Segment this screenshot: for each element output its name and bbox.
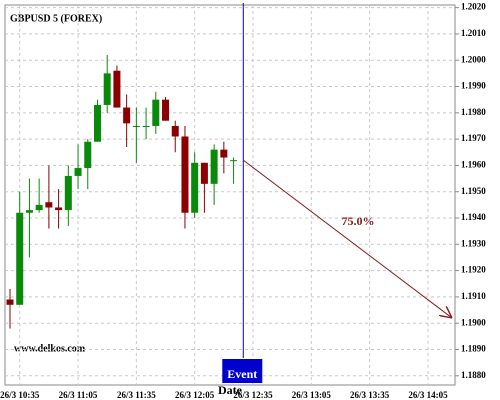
forecast-arrow: [242, 159, 452, 318]
y-tick-label: 1.1890: [461, 344, 486, 354]
candle-body: [152, 99, 160, 126]
y-tick-label: 1.2010: [461, 28, 486, 38]
x-tick-label: 26/3 12:05: [175, 390, 215, 400]
y-tick-label: 1.2020: [461, 2, 486, 12]
event-box: [222, 359, 263, 383]
x-tick-label: 26/3 13:05: [292, 390, 332, 400]
candle-body: [25, 210, 33, 213]
candle-body: [171, 125, 179, 137]
x-tick-label: 26/3 11:35: [117, 390, 156, 400]
candle-body: [84, 141, 92, 169]
candle-body: [35, 204, 43, 211]
candle-body: [220, 149, 228, 158]
y-tick-label: 1.1990: [461, 81, 486, 91]
chart-title: GBPUSD 5 (FOREX): [10, 13, 102, 24]
watermark: www.delkos.com: [14, 343, 86, 354]
candle-body: [230, 160, 238, 162]
candle-body: [181, 136, 189, 213]
event-label: Event: [227, 367, 257, 381]
plot-frame: [4, 4, 456, 386]
candle-body: [74, 168, 82, 176]
candle-body: [55, 207, 63, 211]
candle-body: [103, 73, 111, 105]
candle-body: [113, 70, 121, 108]
y-tick-label: 1.1930: [461, 238, 486, 248]
forecast-label: 75.0%: [342, 214, 375, 228]
y-tick-label: 1.1940: [461, 212, 486, 222]
candle-body: [45, 202, 53, 208]
x-axis-label: Date: [218, 383, 243, 397]
candle-body: [6, 299, 14, 305]
candle-body: [64, 175, 72, 211]
candle-body: [93, 104, 101, 142]
candle-body: [142, 125, 150, 127]
x-tick-label: 26/3 11:05: [59, 390, 98, 400]
y-tick-label: 1.1970: [461, 133, 486, 143]
candle-body: [132, 125, 140, 127]
y-tick-label: 1.1910: [461, 291, 486, 301]
candle-body: [123, 107, 131, 124]
y-tick-label: 1.1980: [461, 107, 486, 117]
candle-body: [16, 212, 24, 305]
y-tick-label: 1.1920: [461, 265, 486, 275]
y-tick-label: 1.2000: [461, 54, 486, 64]
y-tick-label: 1.1880: [461, 370, 486, 380]
candle-body: [200, 162, 208, 184]
y-tick-label: 1.1950: [461, 186, 486, 196]
x-tick-label: 26/3 13:35: [350, 390, 390, 400]
x-tick-label: 26/3 14:05: [408, 390, 448, 400]
x-tick-label: 26/3 10:35: [0, 390, 40, 400]
y-tick-label: 1.1960: [461, 159, 486, 169]
candle-body: [191, 162, 199, 213]
candle-body: [162, 99, 170, 121]
y-tick-label: 1.1900: [461, 317, 486, 327]
x-tick-label: 26/3 12:35: [233, 390, 273, 400]
candle-body: [210, 149, 218, 184]
